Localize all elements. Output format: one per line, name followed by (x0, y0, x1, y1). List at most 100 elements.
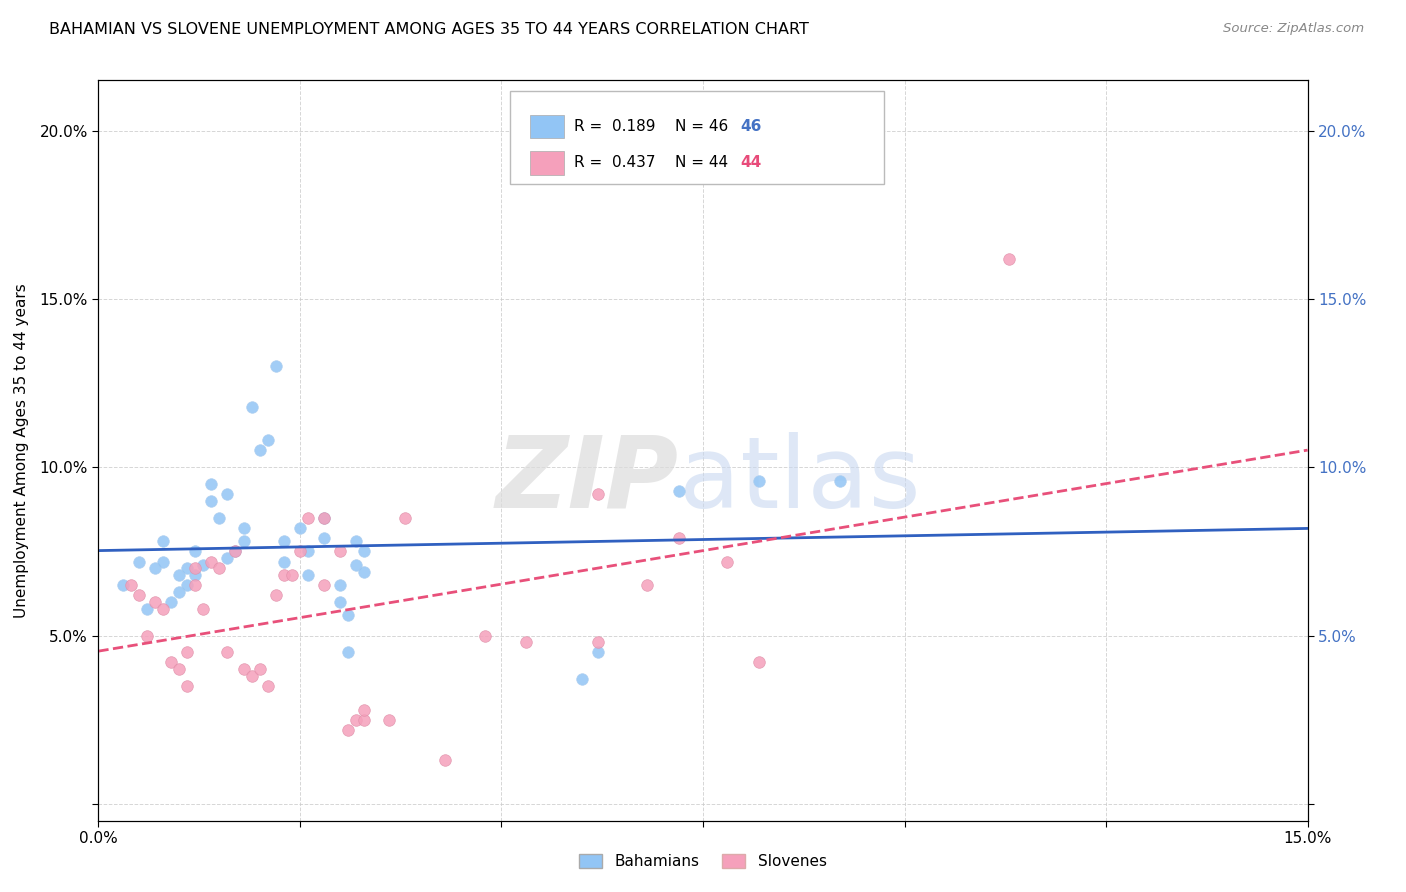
Point (828, 474, 851, 488)
Point (176, 645, 198, 659)
Legend: Bahamians, Slovenes: Bahamians, Slovenes (574, 848, 832, 875)
Point (184, 568, 207, 582)
Point (152, 554, 174, 569)
Point (200, 477, 222, 491)
Point (184, 544, 207, 558)
Point (152, 534, 174, 549)
Text: 46: 46 (741, 119, 762, 134)
Point (217, 645, 239, 659)
Point (273, 534, 295, 549)
Point (224, 544, 246, 558)
Point (586, 487, 609, 501)
Point (128, 554, 150, 569)
Point (193, 601, 215, 615)
Point (314, 510, 336, 524)
Point (111, 578, 134, 592)
Point (297, 568, 319, 582)
Point (474, 628, 496, 642)
Point (232, 521, 254, 535)
Point (232, 534, 254, 549)
Point (716, 554, 738, 569)
Point (200, 554, 222, 569)
Point (160, 656, 183, 670)
Point (128, 588, 150, 602)
Point (200, 494, 222, 508)
Point (515, 635, 537, 649)
Text: R =  0.189    N = 46: R = 0.189 N = 46 (574, 119, 728, 134)
Point (748, 474, 770, 488)
Point (135, 628, 157, 642)
Point (748, 656, 770, 670)
Point (264, 359, 287, 374)
Point (249, 443, 271, 458)
Point (668, 483, 690, 498)
Point (184, 561, 207, 575)
Point (394, 510, 416, 524)
Point (232, 662, 254, 676)
Point (176, 679, 198, 693)
Point (337, 645, 360, 659)
Point (297, 510, 319, 524)
Point (167, 584, 190, 599)
Y-axis label: Unemployment Among Ages 35 to 44 years: Unemployment Among Ages 35 to 44 years (14, 283, 28, 618)
Text: R =  0.437    N = 44: R = 0.437 N = 44 (574, 155, 728, 170)
FancyBboxPatch shape (530, 151, 564, 175)
Point (288, 521, 311, 535)
Point (143, 595, 166, 609)
Point (571, 673, 593, 687)
Point (120, 578, 142, 592)
Point (353, 703, 375, 717)
Point (353, 713, 375, 727)
Text: BAHAMIAN VS SLOVENE UNEMPLOYMENT AMONG AGES 35 TO 44 YEARS CORRELATION CHART: BAHAMIAN VS SLOVENE UNEMPLOYMENT AMONG A… (49, 22, 808, 37)
Point (167, 568, 190, 582)
Point (329, 544, 352, 558)
Point (217, 487, 239, 501)
Point (240, 400, 263, 414)
Text: Source: ZipAtlas.com: Source: ZipAtlas.com (1223, 22, 1364, 36)
Point (329, 595, 352, 609)
Text: ZIP: ZIP (496, 432, 679, 529)
Point (167, 662, 190, 676)
Text: 44: 44 (741, 155, 762, 170)
Point (176, 578, 198, 592)
Point (668, 531, 690, 545)
Point (314, 510, 336, 524)
Point (353, 544, 375, 558)
Point (264, 588, 287, 602)
Point (288, 544, 311, 558)
Point (314, 578, 336, 592)
Point (281, 568, 304, 582)
Point (434, 753, 457, 767)
Point (586, 635, 609, 649)
Point (998, 252, 1021, 266)
Point (160, 595, 183, 609)
Point (217, 551, 239, 566)
Point (256, 434, 278, 448)
Point (314, 531, 336, 545)
Point (344, 534, 367, 549)
Point (184, 578, 207, 592)
Text: atlas: atlas (679, 432, 921, 529)
Point (353, 565, 375, 579)
Point (249, 662, 271, 676)
FancyBboxPatch shape (530, 114, 564, 138)
Point (240, 669, 263, 683)
Point (273, 568, 295, 582)
Point (135, 601, 157, 615)
Point (377, 713, 399, 727)
Point (337, 608, 360, 623)
Point (337, 723, 360, 737)
Point (344, 713, 367, 727)
Point (329, 578, 352, 592)
Point (193, 558, 215, 572)
Point (297, 544, 319, 558)
FancyBboxPatch shape (509, 91, 884, 184)
Point (208, 510, 231, 524)
Point (152, 601, 174, 615)
Point (224, 544, 246, 558)
Point (344, 558, 367, 572)
Point (176, 561, 198, 575)
Point (586, 645, 609, 659)
Point (143, 561, 166, 575)
Point (273, 554, 295, 569)
